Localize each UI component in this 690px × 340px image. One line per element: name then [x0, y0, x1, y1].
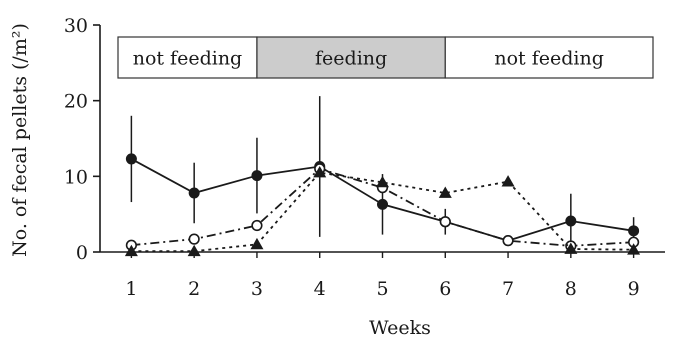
y-tick-label: 20 — [64, 91, 88, 113]
data-point — [628, 225, 640, 237]
x-tick-label: 2 — [188, 278, 200, 300]
x-tick-label: 5 — [376, 278, 388, 300]
data-point — [313, 166, 327, 178]
phase-band-1 — [256, 36, 446, 79]
data-point — [251, 219, 263, 232]
data-point — [124, 244, 138, 257]
series-line — [131, 167, 634, 247]
data-point — [125, 153, 137, 165]
phase-label-1: feeding — [315, 48, 387, 70]
series-0 — [125, 96, 640, 249]
feeding-phase-bands: not feeding feeding not feeding — [117, 36, 654, 79]
data-point — [502, 235, 514, 247]
data-point — [564, 242, 578, 254]
phase-label-0: not feeding — [133, 48, 243, 70]
data-point — [438, 186, 452, 198]
x-tick-label: 9 — [628, 278, 640, 300]
data-point — [251, 170, 263, 182]
data-point — [377, 198, 388, 210]
x-tick-label: 1 — [125, 278, 137, 300]
y-tick-label: 30 — [64, 15, 88, 37]
phase-band-2 — [444, 36, 654, 79]
x-tick-label: 4 — [314, 278, 326, 300]
data-point — [565, 215, 577, 227]
y-tick-label: 10 — [64, 166, 88, 188]
data-point — [187, 244, 201, 257]
data-point — [188, 233, 200, 245]
series-2 — [124, 166, 641, 257]
x-tick-label: 8 — [565, 278, 577, 300]
y-axis-title: No. of fecal pellets (/m²) — [9, 23, 31, 257]
data-point — [376, 175, 389, 188]
y-tick-label: 0 — [76, 242, 88, 264]
axes: 0 10 20 30 1 2 3 4 5 6 7 8 9 — [64, 15, 665, 300]
x-axis-title: Weeks — [369, 317, 431, 339]
data-point — [250, 237, 264, 250]
phase-band-0 — [117, 36, 258, 79]
x-tick-label: 6 — [439, 278, 451, 300]
x-tick-label: 7 — [502, 278, 514, 300]
data-point — [188, 187, 200, 199]
data-series — [124, 96, 641, 257]
x-tick-label: 3 — [251, 278, 263, 300]
data-point — [439, 216, 451, 228]
phase-label-2: not feeding — [494, 48, 604, 70]
data-point — [627, 243, 641, 255]
data-point — [501, 175, 515, 187]
